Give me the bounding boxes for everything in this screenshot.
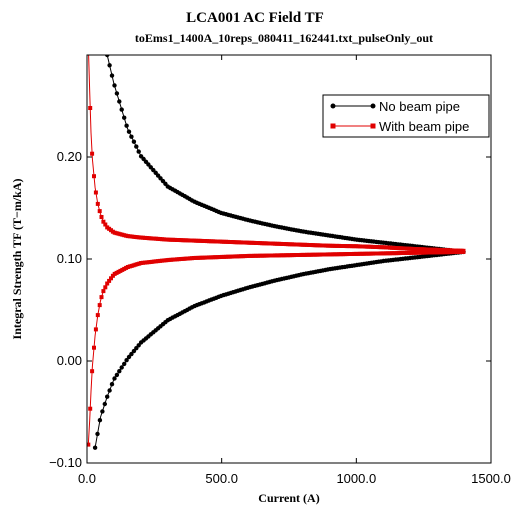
chart-subtitle: toEms1_1400A_10reps_080411_162441.txt_pu… — [135, 31, 433, 45]
data-point-with-beam-pipe — [95, 313, 100, 318]
data-point-no-beam-pipe — [92, 445, 98, 450]
data-point-no-beam-pipe — [112, 83, 117, 88]
data-point-with-beam-pipe — [105, 281, 110, 286]
y-tick-label: 0.00 — [57, 353, 82, 368]
data-point-no-beam-pipe — [134, 346, 139, 351]
data-point-with-beam-pipe — [101, 219, 106, 224]
data-point-with-beam-pipe — [461, 249, 466, 254]
x-tick-label: 0.0 — [78, 471, 96, 486]
data-point-with-beam-pipe — [92, 345, 96, 350]
x-axis-label: Current (A) — [258, 491, 319, 505]
data-point-no-beam-pipe — [114, 91, 120, 96]
legend-box — [322, 94, 490, 138]
data-point-no-beam-pipe — [114, 372, 120, 378]
data-point-with-beam-pipe — [88, 406, 93, 411]
series-line-no-beam-pipe — [106, 55, 465, 253]
data-point-no-beam-pipe — [158, 176, 163, 181]
data-point-no-beam-pipe — [102, 401, 108, 407]
axis-layer: 0.0 500.0 1000.0 1500.0 −0.10 0.00 0.10 0.20 — [49, 55, 511, 486]
data-point-no-beam-pipe — [148, 165, 153, 170]
data-point-no-beam-pipe — [119, 107, 124, 112]
data-point-no-beam-pipe — [126, 129, 132, 134]
data-point-with-beam-pipe — [99, 215, 104, 219]
data-point-with-beam-pipe — [93, 327, 98, 332]
data-point-with-beam-pipe — [92, 174, 96, 179]
data-point-no-beam-pipe — [136, 343, 141, 348]
data-point-no-beam-pipe — [109, 73, 115, 78]
data-point-no-beam-pipe — [117, 99, 122, 104]
data-point-no-beam-pipe — [122, 115, 127, 120]
data-point-no-beam-pipe — [134, 144, 139, 149]
data-point-no-beam-pipe — [124, 123, 129, 128]
data-point-with-beam-pipe — [107, 278, 112, 283]
data-point-with-beam-pipe — [103, 285, 108, 290]
y-tick-label: −0.10 — [49, 455, 82, 470]
legend-marker-no-beam-pipe — [330, 103, 336, 109]
data-point-no-beam-pipe — [131, 139, 137, 144]
data-point-no-beam-pipe — [100, 409, 105, 414]
data-point-with-beam-pipe — [88, 106, 93, 110]
data-point-no-beam-pipe — [131, 348, 137, 354]
legend-marker-with-beam-pipe — [330, 123, 336, 129]
legend-marker-no-beam-pipe — [370, 103, 376, 109]
data-point-no-beam-pipe — [107, 388, 112, 393]
data-point-no-beam-pipe — [95, 431, 100, 437]
data-point-with-beam-pipe — [90, 369, 95, 374]
data-point-no-beam-pipe — [129, 351, 134, 357]
data-point-with-beam-pipe — [93, 190, 98, 195]
legend-marker-with-beam-pipe — [370, 123, 376, 129]
y-tick-label: 0.10 — [57, 251, 82, 266]
data-point-no-beam-pipe — [97, 418, 103, 423]
series-layer — [86, 43, 466, 450]
series-line-with-beam-pipe — [88, 55, 465, 252]
data-point-no-beam-pipe — [112, 376, 117, 381]
data-point-with-beam-pipe — [109, 276, 113, 281]
data-point-no-beam-pipe — [107, 63, 112, 68]
data-point-no-beam-pipe — [124, 358, 129, 363]
data-point-with-beam-pipe — [103, 222, 108, 227]
data-point-no-beam-pipe — [136, 149, 141, 154]
data-point-no-beam-pipe — [119, 365, 124, 370]
y-axis-label: Integral Strength TF (T−m/kA) — [10, 179, 24, 340]
legend-label-with-beam-pipe: With beam pipe — [379, 119, 469, 134]
x-tick-label: 1500.0 — [471, 471, 511, 486]
data-point-with-beam-pipe — [99, 295, 104, 300]
y-tick-label: 0.20 — [57, 149, 82, 164]
data-point-with-beam-pipe — [86, 43, 90, 47]
data-point-with-beam-pipe — [97, 209, 102, 214]
legend-label-no-beam-pipe: No beam pipe — [379, 99, 460, 114]
chart-title: LCA001 AC Field TF — [186, 10, 324, 26]
data-point-no-beam-pipe — [109, 382, 115, 387]
data-point-no-beam-pipe — [105, 55, 110, 58]
data-point-no-beam-pipe — [105, 394, 110, 399]
data-point-no-beam-pipe — [117, 369, 122, 374]
data-point-with-beam-pipe — [95, 201, 100, 206]
data-point-with-beam-pipe — [87, 442, 91, 447]
data-point-no-beam-pipe — [122, 361, 127, 367]
x-tick-label: 500.0 — [205, 471, 238, 486]
data-point-with-beam-pipe — [101, 289, 106, 294]
data-point-with-beam-pipe — [90, 151, 95, 156]
data-point-with-beam-pipe — [97, 303, 102, 308]
data-point-no-beam-pipe — [126, 354, 132, 360]
x-tick-label: 1000.0 — [336, 471, 376, 486]
legend: No beam pipe With beam pipe — [322, 94, 490, 138]
data-point-no-beam-pipe — [129, 134, 134, 139]
